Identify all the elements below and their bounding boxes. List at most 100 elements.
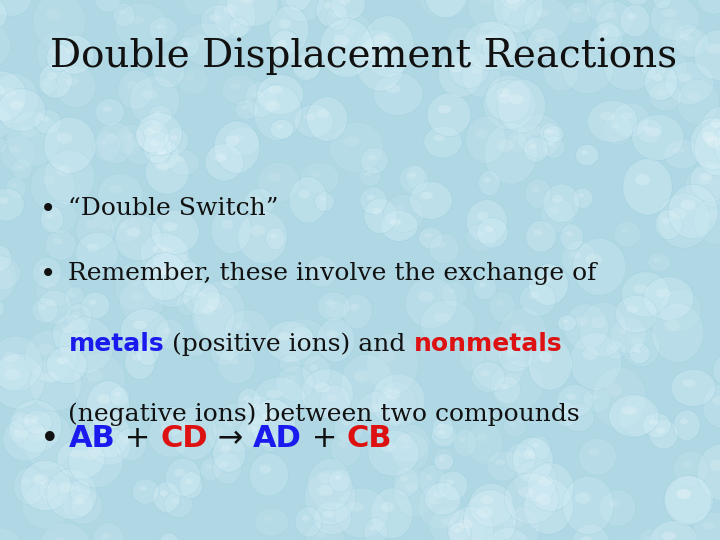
Ellipse shape [0, 0, 32, 16]
Ellipse shape [495, 459, 505, 465]
Ellipse shape [144, 129, 154, 136]
Ellipse shape [9, 100, 24, 109]
Ellipse shape [164, 491, 192, 517]
Ellipse shape [300, 162, 339, 194]
Ellipse shape [377, 382, 416, 424]
Ellipse shape [454, 429, 477, 457]
Ellipse shape [56, 357, 68, 364]
Ellipse shape [572, 238, 626, 295]
Ellipse shape [639, 529, 662, 540]
Ellipse shape [70, 293, 76, 298]
Ellipse shape [671, 369, 716, 407]
Ellipse shape [648, 253, 670, 272]
Ellipse shape [505, 443, 536, 473]
Ellipse shape [50, 210, 61, 216]
Ellipse shape [464, 490, 517, 540]
Ellipse shape [356, 35, 405, 91]
Ellipse shape [48, 72, 57, 79]
Ellipse shape [99, 424, 111, 433]
Ellipse shape [591, 317, 606, 328]
Ellipse shape [517, 114, 562, 158]
Ellipse shape [548, 142, 555, 146]
Ellipse shape [153, 55, 185, 88]
Ellipse shape [146, 252, 200, 307]
Ellipse shape [148, 414, 192, 457]
Ellipse shape [149, 140, 180, 170]
Ellipse shape [44, 117, 96, 173]
Ellipse shape [714, 120, 720, 168]
Ellipse shape [382, 502, 394, 512]
Ellipse shape [387, 394, 399, 402]
Ellipse shape [566, 394, 577, 400]
Ellipse shape [427, 93, 471, 137]
Ellipse shape [500, 0, 534, 28]
Ellipse shape [261, 413, 275, 422]
Ellipse shape [288, 326, 313, 348]
Ellipse shape [338, 441, 347, 448]
Ellipse shape [657, 193, 710, 248]
Ellipse shape [509, 423, 516, 427]
Ellipse shape [484, 177, 490, 183]
Ellipse shape [53, 238, 62, 244]
Ellipse shape [45, 282, 56, 289]
Ellipse shape [425, 482, 461, 515]
Ellipse shape [373, 72, 423, 116]
Ellipse shape [114, 261, 163, 312]
Ellipse shape [292, 54, 320, 80]
Ellipse shape [360, 187, 387, 215]
Ellipse shape [438, 471, 468, 501]
Ellipse shape [185, 75, 194, 80]
Ellipse shape [572, 8, 580, 12]
Ellipse shape [331, 0, 365, 21]
Ellipse shape [528, 264, 568, 306]
Ellipse shape [149, 17, 178, 43]
Ellipse shape [439, 510, 485, 540]
Ellipse shape [170, 135, 177, 140]
Ellipse shape [677, 79, 719, 125]
Ellipse shape [372, 208, 382, 215]
Text: AD: AD [253, 424, 302, 453]
Ellipse shape [152, 235, 190, 277]
Ellipse shape [14, 429, 27, 438]
Ellipse shape [32, 257, 61, 288]
Ellipse shape [156, 24, 165, 29]
Ellipse shape [608, 500, 619, 507]
Ellipse shape [0, 197, 9, 204]
Ellipse shape [123, 437, 132, 444]
Ellipse shape [176, 157, 185, 162]
Ellipse shape [255, 508, 289, 536]
Ellipse shape [210, 338, 235, 366]
Ellipse shape [590, 23, 623, 54]
Ellipse shape [66, 303, 91, 333]
Ellipse shape [659, 51, 688, 80]
Ellipse shape [680, 418, 688, 424]
Ellipse shape [0, 299, 4, 318]
Ellipse shape [624, 0, 651, 5]
Ellipse shape [52, 537, 68, 540]
Ellipse shape [0, 73, 38, 124]
Ellipse shape [694, 30, 720, 80]
Ellipse shape [541, 197, 575, 233]
Ellipse shape [0, 538, 2, 540]
Ellipse shape [433, 135, 445, 141]
Ellipse shape [73, 353, 125, 414]
Ellipse shape [401, 443, 413, 451]
Ellipse shape [225, 127, 260, 156]
Ellipse shape [55, 35, 94, 75]
Ellipse shape [47, 43, 59, 52]
Ellipse shape [93, 523, 125, 540]
Ellipse shape [53, 51, 60, 57]
Ellipse shape [94, 0, 122, 12]
Text: +: + [115, 424, 161, 453]
Ellipse shape [487, 451, 520, 481]
Ellipse shape [483, 80, 536, 130]
Ellipse shape [562, 240, 596, 279]
Ellipse shape [697, 444, 720, 501]
Ellipse shape [418, 0, 469, 19]
Ellipse shape [518, 487, 534, 497]
Ellipse shape [76, 232, 119, 273]
Ellipse shape [23, 411, 73, 470]
Ellipse shape [136, 340, 159, 366]
Ellipse shape [707, 44, 720, 54]
Ellipse shape [279, 19, 291, 29]
